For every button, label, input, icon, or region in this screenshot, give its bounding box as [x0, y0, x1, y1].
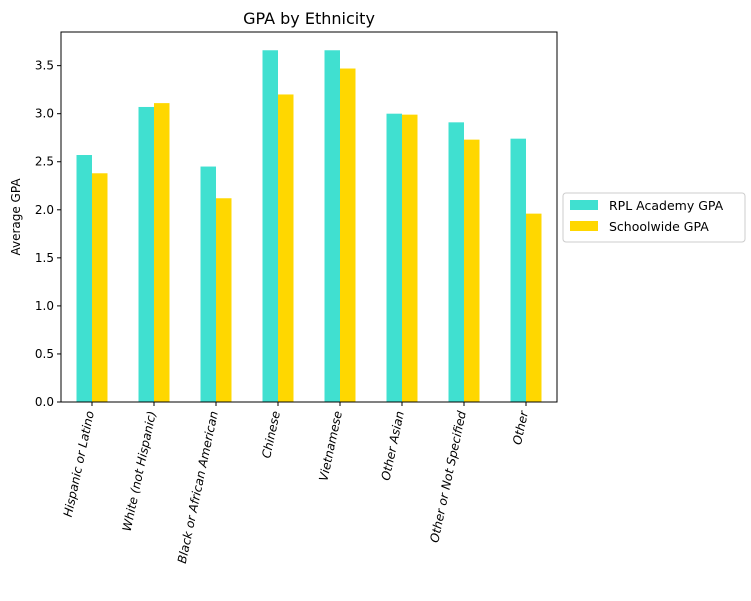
x-tick-label: Hispanic or Latino [61, 410, 97, 519]
bar-series-1-cat-4 [262, 50, 278, 403]
legend-swatch [570, 221, 598, 231]
bar-series-2-cat-6 [402, 114, 418, 402]
legend-label: Schoolwide GPA [609, 219, 709, 234]
bar-series-2-cat-3 [216, 198, 232, 402]
bar-series-2-cat-4 [278, 94, 294, 402]
chart-title: GPA by Ethnicity [243, 9, 375, 28]
bar-series-1-cat-2 [138, 106, 154, 403]
y-axis: 0.0 0.5 1.0 1.5 2.0 2.5 3.0 3.5 [35, 59, 61, 409]
x-tick-label: White (not Hispanic) [120, 410, 159, 533]
y-tick-label: 0.0 [35, 395, 54, 409]
bars-layer [76, 50, 542, 403]
bar-series-1-cat-7 [448, 122, 464, 403]
legend-box [562, 192, 746, 243]
legend-label: RPL Academy GPA [609, 198, 724, 213]
legend-swatch [570, 200, 598, 210]
x-tick-label: Vietnamese [316, 410, 345, 483]
y-tick-label: 2.0 [35, 203, 54, 217]
y-tick-label: 2.5 [35, 155, 54, 169]
bar-series-2-cat-5 [340, 68, 356, 403]
x-tick-label: Black or African American [175, 410, 221, 565]
x-axis: Hispanic or Latino White (not Hispanic) Bl… [61, 402, 531, 565]
bar-series-1-cat-3 [200, 166, 216, 402]
y-tick-label: 0.5 [35, 347, 54, 361]
y-tick-label: 3.0 [35, 107, 54, 121]
x-tick-label: Other Asian [379, 410, 407, 482]
bar-series-1-cat-1 [76, 155, 92, 402]
bar-series-2-cat-7 [464, 139, 480, 403]
x-tick-label: Chinese [259, 410, 283, 460]
y-tick-label: 1.5 [35, 251, 54, 265]
y-tick-label: 1.0 [35, 299, 54, 313]
bar-series-2-cat-1 [92, 173, 108, 402]
bar-series-2-cat-2 [154, 103, 170, 402]
bar-series-2-cat-8 [526, 213, 542, 402]
y-axis-label: Average GPA [9, 178, 23, 256]
plot-frame [60, 31, 558, 403]
x-tick-label: Other or Not Specified [427, 409, 469, 543]
bar-series-1-cat-5 [324, 50, 340, 403]
y-tick-label: 3.5 [35, 59, 54, 73]
x-tick-label: Other [510, 409, 531, 446]
legend: RPL Academy GPA Schoolwide GPA [562, 192, 746, 243]
bar-series-1-cat-8 [510, 138, 526, 402]
bar-series-1-cat-6 [386, 113, 402, 403]
